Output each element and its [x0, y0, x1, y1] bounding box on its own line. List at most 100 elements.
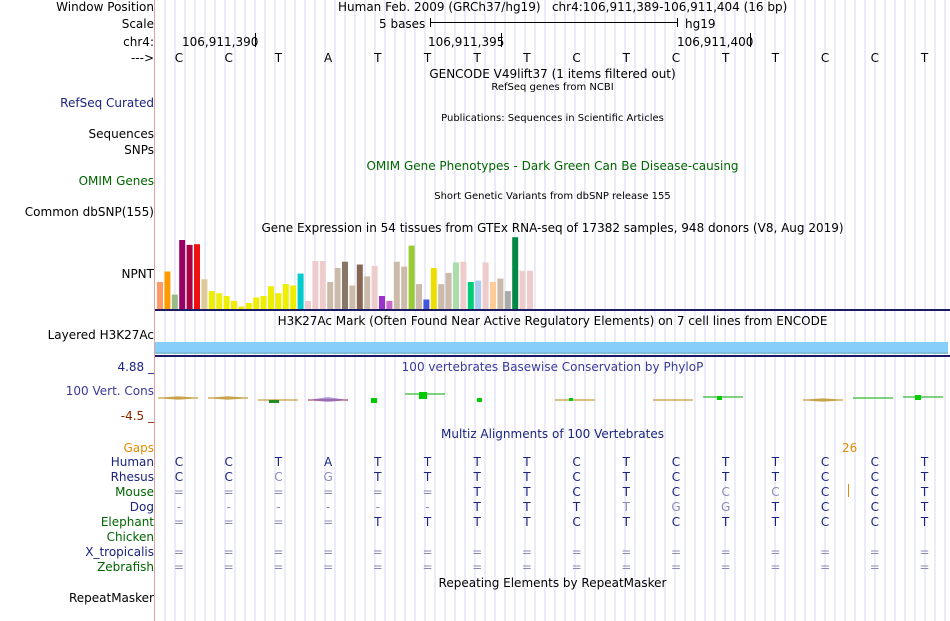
- h3k27ac-title[interactable]: H3K27Ac Mark (Often Found Near Active Re…: [277, 314, 828, 328]
- refseq-label[interactable]: RefSeq Curated: [60, 96, 154, 110]
- aligned-base: G: [323, 470, 333, 484]
- phylop-base-mark: [419, 392, 427, 399]
- phylop-min: -4.5 _: [120, 409, 154, 423]
- gtex-tissue-bar: [260, 296, 267, 310]
- aligned-base: T: [374, 470, 382, 484]
- omim-title[interactable]: OMIM Gene Phenotypes - Dark Green Can Be…: [366, 159, 739, 173]
- dbsnp-title[interactable]: Short Genetic Variants from dbSNP releas…: [434, 191, 671, 202]
- aligned-base: T: [473, 500, 481, 514]
- aligned-base: C: [820, 470, 830, 484]
- aligned-base: -: [276, 500, 281, 514]
- aligned-base: =: [323, 560, 334, 574]
- aligned-base: T: [523, 515, 531, 529]
- gtex-tissue-bar: [445, 272, 452, 310]
- aligned-base: T: [374, 515, 382, 529]
- gencode-title[interactable]: GENCODE V49lift37 (1 items filtered out): [429, 67, 676, 81]
- phylop-base-mark: [915, 395, 921, 400]
- aligned-base: =: [770, 545, 781, 559]
- phylop-base-mark: [717, 396, 722, 400]
- gtex-tissue-bar: [401, 266, 408, 310]
- aligned-base: T: [920, 500, 929, 514]
- multiz-title[interactable]: Multiz Alignments of 100 Vertebrates: [440, 427, 665, 441]
- aligned-base: =: [521, 545, 532, 559]
- sequence-base: T: [622, 51, 630, 65]
- aligned-base: T: [622, 485, 630, 499]
- strand-label: --->: [130, 51, 154, 65]
- aligned-base: T: [920, 455, 929, 469]
- gtex-tissue-bar: [216, 293, 223, 310]
- gtex-title[interactable]: Gene Expression in 54 tissues from GTEx …: [261, 221, 844, 235]
- sequences-label[interactable]: Sequences: [88, 127, 154, 141]
- gtex-tissue-bar: [312, 261, 319, 310]
- gaps-label[interactable]: Gaps: [123, 441, 154, 455]
- species-label-x_tropicalis[interactable]: X_tropicalis: [85, 545, 154, 559]
- aligned-base: T: [473, 485, 481, 499]
- h3k27ac-label[interactable]: Layered H3K27Ac: [47, 328, 154, 342]
- phylop-base-mark: [269, 400, 279, 403]
- gtex-tissue-bar: [282, 284, 289, 310]
- refseq-subtitle[interactable]: RefSeq genes from NCBI: [491, 82, 614, 93]
- gtex-tissue-bar: [186, 244, 193, 310]
- h3k27ac-signal[interactable]: [155, 342, 948, 352]
- aligned-base: =: [323, 515, 334, 529]
- aligned-base: =: [223, 545, 234, 559]
- species-label-human[interactable]: Human: [110, 455, 154, 469]
- sequence-base: C: [174, 51, 184, 65]
- aligned-base: T: [622, 470, 630, 484]
- phylop-base-mark: [158, 396, 198, 400]
- track-boundary-line: [154, 0, 155, 621]
- gtex-gene-label[interactable]: NPNT: [121, 267, 154, 281]
- aligned-base: =: [571, 545, 582, 559]
- aligned-base: =: [472, 545, 483, 559]
- phylop-title[interactable]: 100 vertebrates Basewise Conservation by…: [401, 360, 704, 374]
- aligned-base: T: [523, 470, 531, 484]
- repeatmasker-title[interactable]: Repeating Elements by RepeatMasker: [438, 576, 667, 590]
- aligned-base: T: [771, 455, 780, 469]
- gap-insertion-mark: [848, 484, 849, 497]
- aligned-base: G: [671, 500, 681, 514]
- gtex-tissue-bar: [201, 279, 208, 310]
- gtex-tissue-bar: [475, 280, 482, 310]
- gtex-tissue-bar: [297, 273, 304, 310]
- repeatmasker-label[interactable]: RepeatMasker: [68, 591, 154, 605]
- aligned-base: T: [473, 455, 481, 469]
- aligned-base: T: [622, 500, 630, 514]
- window-position-label: Window Position: [56, 0, 154, 14]
- gtex-tissue-bar: [408, 245, 415, 310]
- species-label-dog[interactable]: Dog: [129, 500, 154, 514]
- gtex-tissue-bar: [430, 268, 437, 310]
- species-label-zebrafish[interactable]: Zebrafish: [97, 560, 154, 574]
- species-label-chicken[interactable]: Chicken: [106, 530, 154, 544]
- aligned-base: =: [422, 545, 433, 559]
- omim-label[interactable]: OMIM Genes: [78, 174, 154, 188]
- gtex-tissue-bar: [305, 300, 311, 310]
- phylop-label[interactable]: 100 Vert. Cons: [65, 384, 154, 398]
- phylop-signal[interactable]: [155, 390, 950, 406]
- aligned-base: T: [722, 455, 730, 469]
- sequence-base: A: [323, 51, 333, 65]
- species-label-rhesus[interactable]: Rhesus: [110, 470, 154, 484]
- publications-title[interactable]: Publications: Sequences in Scientific Ar…: [441, 113, 664, 124]
- aligned-base: =: [273, 545, 284, 559]
- snps-label[interactable]: SNPs: [124, 143, 154, 157]
- aligned-base: T: [572, 500, 581, 514]
- gtex-tissue-bar: [327, 282, 334, 310]
- phylop-base-mark: [371, 398, 377, 403]
- gtex-tissue-bar: [423, 299, 430, 310]
- species-label-elephant[interactable]: Elephant: [100, 515, 154, 529]
- gtex-tissue-bar: [371, 265, 378, 310]
- aligned-base: C: [174, 455, 184, 469]
- gtex-tissue-bar: [238, 306, 245, 310]
- aligned-base: -: [375, 500, 380, 514]
- species-label-mouse[interactable]: Mouse: [115, 485, 154, 499]
- gtex-expression-chart[interactable]: [155, 236, 950, 310]
- gtex-tissue-bar: [290, 285, 297, 310]
- aligned-base: =: [472, 560, 483, 574]
- gtex-tissue-bar: [231, 300, 237, 310]
- aligned-base: =: [223, 485, 234, 499]
- aligned-base: =: [273, 560, 284, 574]
- gtex-tissue-bar: [386, 300, 393, 310]
- dbsnp-label[interactable]: Common dbSNP(155): [24, 205, 154, 219]
- gtex-tissue-bar: [364, 276, 371, 310]
- gtex-tissue-bar: [208, 291, 215, 310]
